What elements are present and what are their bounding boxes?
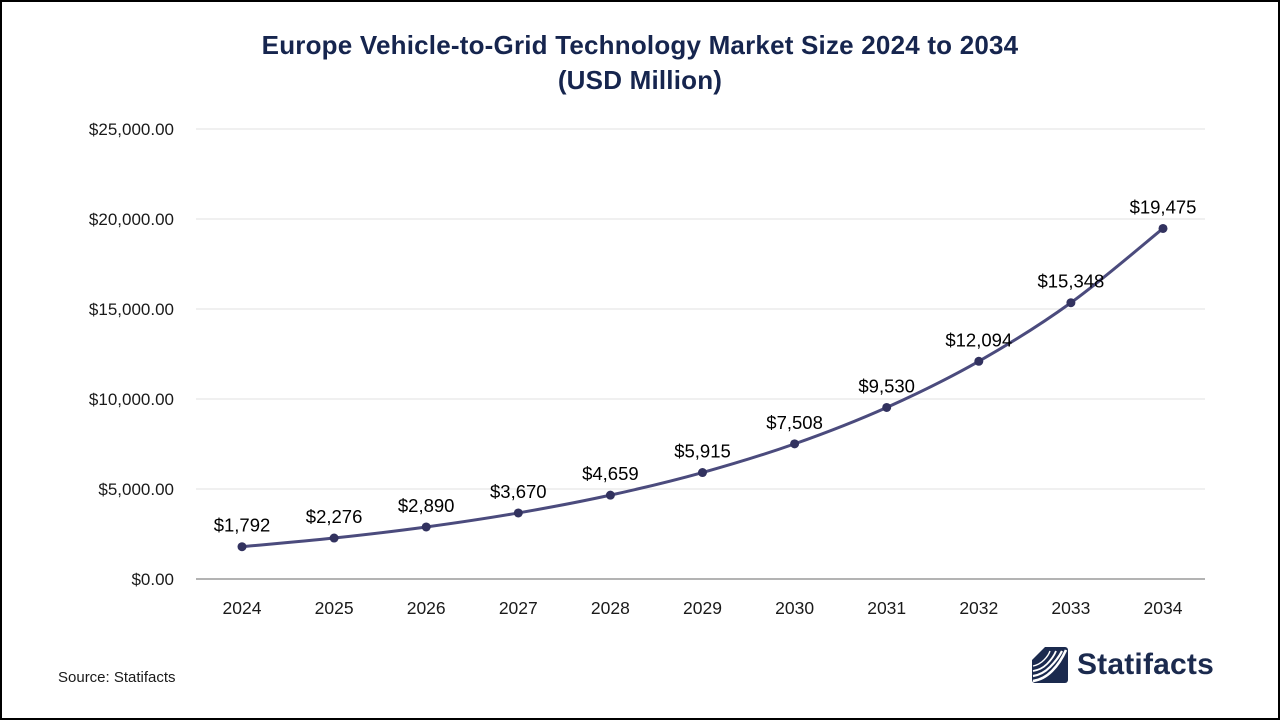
data-point-marker (698, 468, 707, 478)
y-axis-tick-label: $0.00 (131, 570, 174, 589)
y-axis-tick-label: $5,000.00 (98, 480, 174, 499)
y-axis-tick-label: $10,000.00 (89, 390, 174, 409)
data-point-marker (237, 542, 247, 552)
line-chart: $0.00 $5,000.00 $10,000.00 $15,000.00 $20,00… (89, 120, 1205, 618)
x-axis-tick-label: 2031 (867, 598, 906, 618)
chart-title: Europe Vehicle-to-Grid Technology Market… (2, 28, 1278, 98)
x-axis-tick-label: 2025 (315, 598, 354, 618)
x-axis-tick-label: 2032 (959, 598, 998, 618)
data-point-marker (513, 508, 523, 518)
data-point-label: $1,792 (214, 515, 271, 536)
data-point-marker (329, 533, 339, 543)
trend-line (241, 227, 1164, 549)
data-point-label: $15,348 (1037, 271, 1104, 292)
x-axis-tick-label: 2034 (1144, 598, 1183, 618)
x-axis-tick-label: 2033 (1051, 598, 1090, 618)
data-point-marker (882, 402, 892, 412)
data-point-label: $12,094 (945, 329, 1012, 350)
data-point-label: $9,530 (858, 375, 915, 396)
data-point-marker (1066, 298, 1076, 308)
data-point-marker (1158, 223, 1168, 233)
statifacts-logo-icon (1031, 647, 1068, 683)
chart-title-line1: Europe Vehicle-to-Grid Technology Market… (261, 30, 1019, 60)
data-point-marker (421, 522, 431, 532)
x-axis-tick-label: 2029 (683, 598, 722, 618)
chart-title-line2: (USD Million) (557, 65, 723, 95)
data-point-marker (790, 439, 800, 449)
y-axis-tick-label: $20,000.00 (89, 210, 174, 229)
x-axis-tick-label: 2024 (223, 598, 262, 618)
y-axis-tick-label: $25,000.00 (89, 120, 174, 139)
data-point-marker (974, 356, 984, 366)
data-point-label: $7,508 (766, 412, 823, 433)
data-point-label: $3,670 (490, 481, 547, 502)
data-point-label: $2,276 (306, 506, 363, 527)
data-point-label: $2,890 (398, 495, 455, 516)
x-axis-tick-label: 2027 (499, 598, 538, 618)
data-point-label: $4,659 (582, 463, 639, 484)
brand-name: Statifacts (1076, 648, 1214, 681)
x-axis-tick-label: 2026 (407, 598, 446, 618)
data-point-label: $19,475 (1130, 196, 1197, 217)
y-axis-tick-label: $15,000.00 (89, 300, 174, 319)
data-point-marker (605, 490, 615, 500)
source-note: Source: Statifacts (58, 669, 176, 686)
brand-logo: Statifacts (1031, 647, 1214, 683)
x-axis-tick-label: 2030 (775, 598, 814, 618)
x-axis-tick-label: 2028 (591, 598, 630, 618)
data-point-label: $5,915 (674, 441, 731, 462)
